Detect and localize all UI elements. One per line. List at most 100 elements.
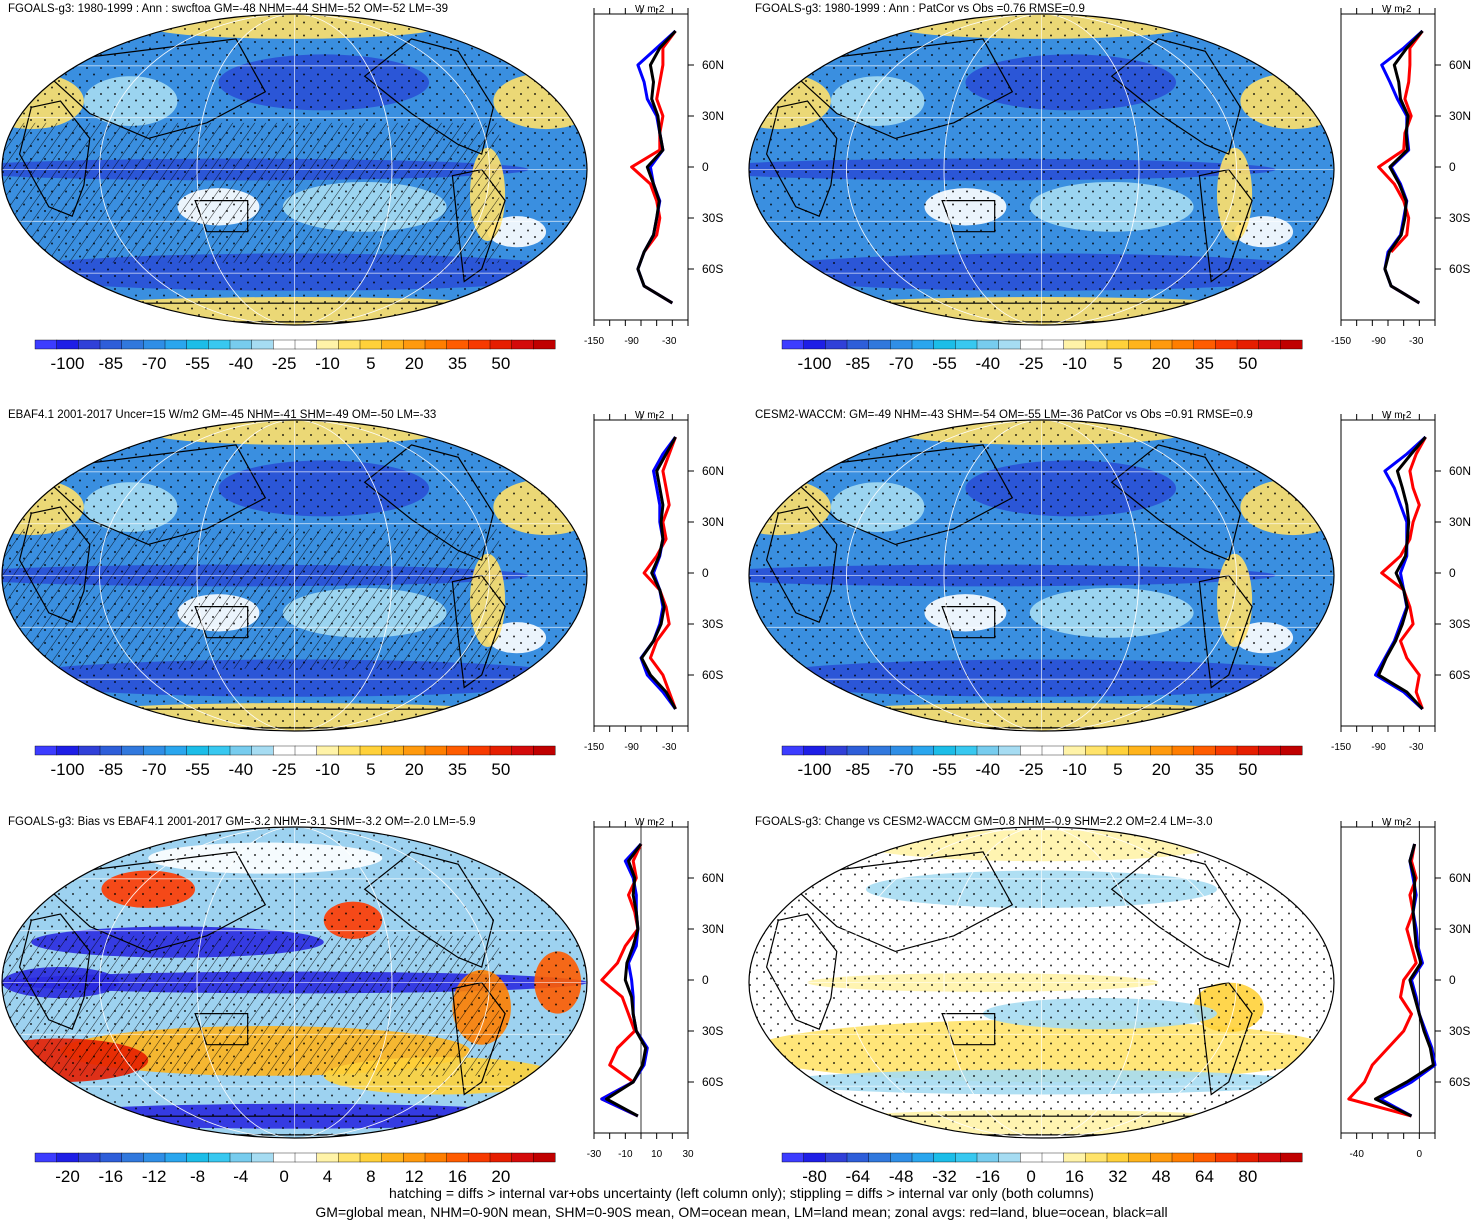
colorbar-swatch bbox=[781, 339, 805, 350]
colorbar-swatch bbox=[99, 1152, 123, 1163]
graticule-meridian bbox=[846, 420, 1237, 731]
map-border bbox=[748, 13, 1335, 326]
zonal-ytick-label: 0 bbox=[1449, 973, 1456, 987]
colorbar-swatch bbox=[1020, 745, 1043, 756]
colorbar-label: -25 bbox=[1019, 354, 1044, 373]
colorbar-label: -64 bbox=[846, 1167, 871, 1186]
colorbar-swatch bbox=[164, 745, 188, 756]
zonal-frame bbox=[593, 419, 689, 727]
hatching bbox=[2, 122, 500, 263]
colorbar-swatch bbox=[846, 745, 870, 756]
map-field bbox=[749, 14, 1334, 325]
graticule-meridian bbox=[846, 827, 1237, 1138]
colorbar-label: -10 bbox=[1062, 760, 1087, 779]
colorbar: -100 -85 -70 -55 -40 -25 -10 5 20 35 50 bbox=[781, 745, 1303, 779]
colorbar-swatch bbox=[338, 339, 361, 350]
zonal-ytick-label: 30N bbox=[702, 109, 724, 123]
colorbar-swatch bbox=[273, 1152, 296, 1163]
colorbar-label: -55 bbox=[932, 354, 957, 373]
zonal-ytick-label: 60S bbox=[1449, 668, 1470, 682]
colorbar-swatch bbox=[1150, 745, 1173, 756]
colorbar-swatch bbox=[251, 1152, 274, 1163]
colorbar-swatch bbox=[911, 1152, 935, 1163]
graticule-meridian bbox=[99, 420, 490, 731]
colorbar-label: -4 bbox=[233, 1167, 248, 1186]
colorbar: -20 -16 -12 -8 -4 0 4 8 12 16 20 bbox=[34, 1152, 556, 1186]
colorbar-label: -70 bbox=[142, 354, 167, 373]
colorbar-swatch bbox=[468, 339, 491, 350]
zonal-xtick-label: 10 bbox=[651, 1149, 663, 1160]
map-field bbox=[749, 827, 1334, 1138]
zonal-ytick-label: 60N bbox=[1449, 58, 1471, 72]
footnote-hatching: hatching = diffs > internal var+obs unce… bbox=[389, 1185, 1094, 1201]
colorbar-swatch bbox=[78, 339, 101, 350]
colorbar-swatch bbox=[424, 339, 448, 350]
colorbar-label: -40 bbox=[976, 354, 1001, 373]
colorbar-swatch bbox=[1236, 339, 1260, 350]
colorbar-swatch bbox=[1193, 339, 1216, 350]
colorbar-swatch bbox=[403, 1152, 426, 1163]
zonal-ytick-label: 0 bbox=[1449, 160, 1456, 174]
colorbar-swatch bbox=[1041, 745, 1065, 756]
colorbar-swatch bbox=[1085, 339, 1108, 350]
colorbar-label: -70 bbox=[889, 760, 914, 779]
zonal-xtick-label: 0 bbox=[1417, 1149, 1423, 1160]
colorbar-label: -70 bbox=[889, 354, 914, 373]
colorbar-swatch bbox=[403, 339, 426, 350]
zonal-xtick-label: -30 bbox=[1409, 336, 1424, 347]
colorbar-swatch bbox=[1150, 339, 1173, 350]
colorbar-label: 4 bbox=[323, 1167, 332, 1186]
zonal-series-land bbox=[1380, 436, 1427, 710]
colorbar-swatch bbox=[511, 1152, 534, 1163]
zonal-unit: W m-2 bbox=[635, 817, 665, 828]
colorbar-label: -16 bbox=[976, 1167, 1001, 1186]
colorbar-label: -10 bbox=[315, 760, 340, 779]
colorbar-label: 35 bbox=[448, 354, 467, 373]
colorbar-label: -10 bbox=[1062, 354, 1087, 373]
colorbar-swatch bbox=[1085, 1152, 1108, 1163]
colorbar-swatch bbox=[1128, 339, 1151, 350]
colorbar-swatch bbox=[1280, 339, 1303, 350]
panel: FGOALS-g3: Bias vs EBAF4.1 2001-2017 GM=… bbox=[1, 816, 724, 1186]
colorbar-swatch bbox=[825, 1152, 848, 1163]
colorbar-label: -32 bbox=[932, 1167, 957, 1186]
zonal-ytick-label: 30N bbox=[1449, 515, 1471, 529]
colorbar-label: 50 bbox=[491, 354, 510, 373]
colorbar-swatch bbox=[781, 745, 805, 756]
zonal-ytick-label: 30N bbox=[702, 515, 724, 529]
zonal-ytick-label: 30N bbox=[702, 922, 724, 936]
colorbar-swatch bbox=[121, 339, 144, 350]
zonal-xtick-label: -90 bbox=[1371, 742, 1386, 753]
colorbar: -100 -85 -70 -55 -40 -25 -10 5 20 35 50 bbox=[34, 339, 556, 373]
colorbar-label: -10 bbox=[315, 354, 340, 373]
colorbar-swatch bbox=[1236, 1152, 1260, 1163]
colorbar-swatch bbox=[78, 745, 101, 756]
colorbar-label: -55 bbox=[185, 354, 210, 373]
zonal-ytick-label: 30S bbox=[702, 617, 723, 631]
colorbar-swatch bbox=[1171, 339, 1195, 350]
colorbar-swatch bbox=[1193, 745, 1216, 756]
colorbar-swatch bbox=[251, 339, 274, 350]
colorbar-label: 50 bbox=[491, 760, 510, 779]
colorbar: -100 -85 -70 -55 -40 -25 -10 5 20 35 50 bbox=[34, 745, 556, 779]
hatching bbox=[2, 935, 500, 1076]
colorbar-swatch bbox=[868, 1152, 891, 1163]
map-field bbox=[2, 827, 587, 1138]
colorbar-swatch bbox=[338, 1152, 361, 1163]
colorbar-swatch bbox=[294, 745, 318, 756]
colorbar-label: 0 bbox=[279, 1167, 288, 1186]
colorbar-swatch bbox=[251, 745, 274, 756]
colorbar-swatch bbox=[511, 339, 534, 350]
colorbar-label: 5 bbox=[366, 354, 375, 373]
map bbox=[1, 13, 588, 326]
colorbar-swatch bbox=[273, 745, 296, 756]
colorbar-label: -40 bbox=[229, 354, 254, 373]
zonal-xtick-label: -30 bbox=[587, 1149, 602, 1160]
colorbar-label: 32 bbox=[1108, 1167, 1127, 1186]
colorbar-swatch bbox=[1215, 745, 1238, 756]
map-field bbox=[2, 420, 587, 731]
colorbar-swatch bbox=[424, 745, 448, 756]
colorbar-swatch bbox=[1063, 1152, 1086, 1163]
zonal-xtick-label: -150 bbox=[1331, 336, 1351, 347]
